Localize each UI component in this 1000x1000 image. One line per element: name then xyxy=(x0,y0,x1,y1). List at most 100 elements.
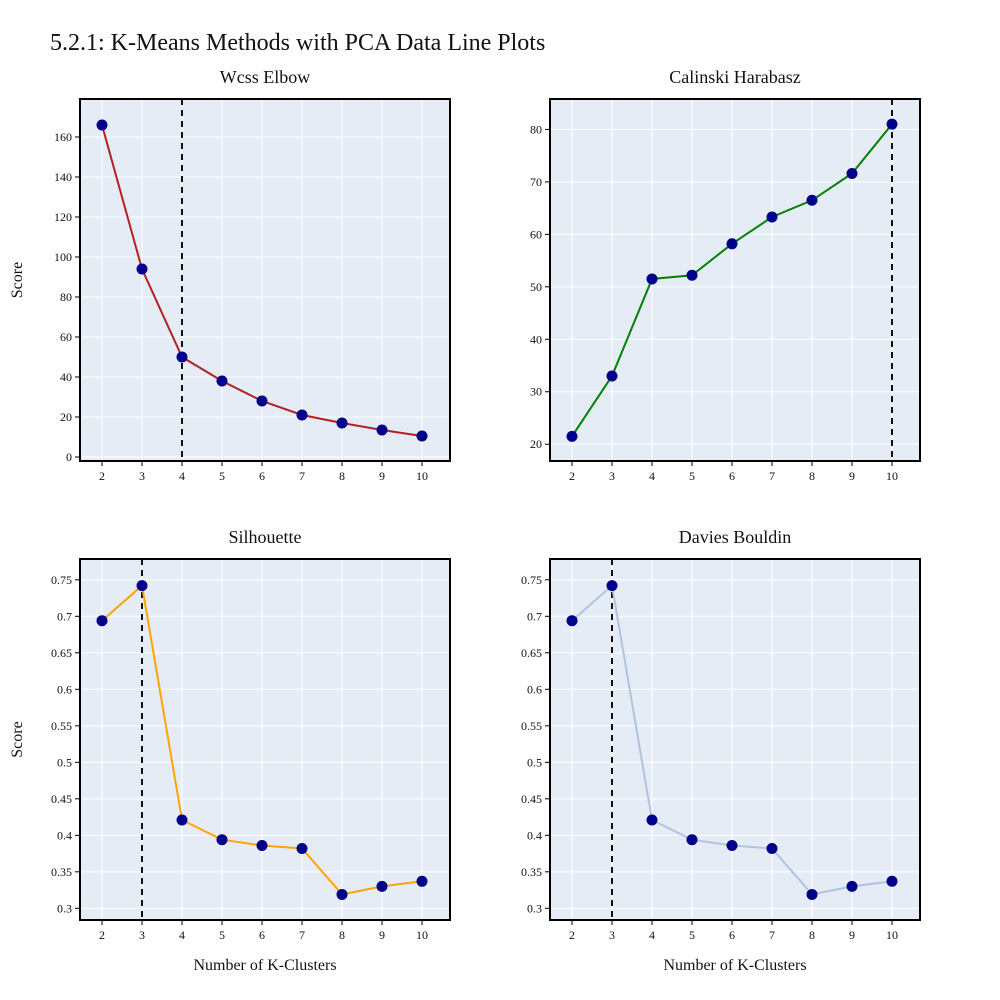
calinski-harabasz-frame xyxy=(549,98,921,462)
davies-bouldin-frame xyxy=(549,558,921,921)
calinski-harabasz-x-tick-label: 6 xyxy=(729,469,735,483)
davies-bouldin-data-point xyxy=(806,888,818,900)
silhouette-x-tick-label: 7 xyxy=(299,928,305,942)
davies-bouldin-data-point xyxy=(886,875,898,887)
davies-bouldin-x-tick-label: 10 xyxy=(886,928,898,942)
wcss-elbow-x-tick-label: 9 xyxy=(379,469,385,483)
davies-bouldin-data-point xyxy=(566,615,578,627)
wcss-elbow-x-tick-label: 5 xyxy=(219,469,225,483)
wcss-elbow-y-tick-label: 0 xyxy=(66,450,72,464)
davies-bouldin-data-point xyxy=(726,840,738,852)
silhouette-data-point xyxy=(96,615,108,627)
silhouette-y-axis-label: Score xyxy=(9,721,26,757)
davies-bouldin-data-point xyxy=(646,814,658,826)
silhouette-subplot: 0.3 0.35 0.4 0.45 0.5 0.55 0.6 0.65 0.7 0.75 2 3 4 5 6… xyxy=(9,527,451,974)
calinski-harabasz-x-tick-label: 9 xyxy=(849,469,855,483)
davies-bouldin-y-tick-label: 0.75 xyxy=(521,573,542,587)
wcss-elbow-subplot: 0 20 40 60 80 100 120 140 160 2 3 4 5 6 7 8 9 10 Wcss Elbo… xyxy=(9,67,451,483)
calinski-harabasz-y-tick-label: 50 xyxy=(530,280,542,294)
calinski-harabasz-x-tick-label: 5 xyxy=(689,469,695,483)
calinski-harabasz-y-tick-label: 60 xyxy=(530,227,542,241)
silhouette-x-tick-label: 6 xyxy=(259,928,265,942)
wcss-elbow-y-tick-label: 100 xyxy=(54,250,72,264)
silhouette-x-tick-label: 2 xyxy=(99,928,105,942)
silhouette-x-tick-label: 10 xyxy=(416,928,428,942)
silhouette-x-tick-label: 4 xyxy=(179,928,185,942)
wcss-elbow-data-point xyxy=(376,424,388,436)
wcss-elbow-y-tick-label: 140 xyxy=(54,170,72,184)
wcss-elbow-data-point xyxy=(136,263,148,275)
silhouette-data-point xyxy=(136,580,148,592)
wcss-elbow-x-tick-label: 3 xyxy=(139,469,145,483)
davies-bouldin-x-tick-label: 6 xyxy=(729,928,735,942)
davies-bouldin-y-tick-label: 0.45 xyxy=(521,792,542,806)
davies-bouldin-data-point xyxy=(686,834,698,846)
silhouette-x-tick-label: 5 xyxy=(219,928,225,942)
davies-bouldin-x-tick-label: 9 xyxy=(849,928,855,942)
davies-bouldin-data-point xyxy=(766,842,778,854)
wcss-elbow-title: Wcss Elbow xyxy=(220,67,310,87)
davies-bouldin-x-axis-label: Number of K-Clusters xyxy=(663,957,806,974)
wcss-elbow-data-point xyxy=(336,417,348,429)
silhouette-y-tick-label: 0.75 xyxy=(51,573,72,587)
wcss-elbow-x-tick-label: 2 xyxy=(99,469,105,483)
silhouette-x-tick-label: 3 xyxy=(139,928,145,942)
davies-bouldin-y-tick-label: 0.6 xyxy=(527,682,542,696)
calinski-harabasz-data-point xyxy=(766,211,778,223)
silhouette-y-tick-label: 0.4 xyxy=(57,828,72,842)
calinski-harabasz-x-tick-label: 7 xyxy=(769,469,775,483)
davies-bouldin-data-point xyxy=(846,880,858,892)
calinski-harabasz-plot-area xyxy=(550,99,920,461)
figure-title: 5.2.1: K-Means Methods with PCA Data Lin… xyxy=(50,30,546,56)
silhouette-frame xyxy=(79,558,451,921)
wcss-elbow-plot-area xyxy=(80,99,450,461)
calinski-harabasz-x-tick-label: 10 xyxy=(886,469,898,483)
silhouette-data-point xyxy=(416,875,428,887)
wcss-elbow-y-tick-label: 40 xyxy=(60,370,72,384)
davies-bouldin-y-tick-label: 0.55 xyxy=(521,719,542,733)
davies-bouldin-x-tick-label: 8 xyxy=(809,928,815,942)
wcss-elbow-x-tick-label: 10 xyxy=(416,469,428,483)
silhouette-title: Silhouette xyxy=(229,527,302,547)
silhouette-y-tick-label: 0.35 xyxy=(51,865,72,879)
calinski-harabasz-x-tick-label: 8 xyxy=(809,469,815,483)
silhouette-data-point xyxy=(256,840,268,852)
silhouette-data-point xyxy=(336,888,348,900)
calinski-harabasz-data-point xyxy=(726,238,738,250)
wcss-elbow-x-tick-label: 8 xyxy=(339,469,345,483)
davies-bouldin-x-tick-label: 2 xyxy=(569,928,575,942)
calinski-harabasz-y-tick-label: 40 xyxy=(530,332,542,346)
wcss-elbow-data-point xyxy=(216,375,228,387)
wcss-elbow-y-tick-label: 120 xyxy=(54,210,72,224)
calinski-harabasz-data-point xyxy=(566,430,578,442)
wcss-elbow-y-axis-label: Score xyxy=(9,262,26,298)
davies-bouldin-x-tick-label: 4 xyxy=(649,928,655,942)
davies-bouldin-y-tick-label: 0.5 xyxy=(527,755,542,769)
silhouette-data-point xyxy=(176,814,188,826)
davies-bouldin-subplot: 0.3 0.35 0.4 0.45 0.5 0.55 0.6 0.65 0.7 0.75 2 3 4 5 6… xyxy=(521,527,921,974)
wcss-elbow-y-tick-label: 80 xyxy=(60,290,72,304)
calinski-harabasz-data-point xyxy=(846,167,858,179)
calinski-harabasz-data-point xyxy=(886,118,898,130)
silhouette-y-tick-label: 0.55 xyxy=(51,719,72,733)
calinski-harabasz-x-tick-label: 2 xyxy=(569,469,575,483)
silhouette-x-tick-label: 8 xyxy=(339,928,345,942)
silhouette-y-tick-label: 0.3 xyxy=(57,901,72,915)
davies-bouldin-y-tick-label: 0.3 xyxy=(527,901,542,915)
calinski-harabasz-y-tick-label: 20 xyxy=(530,437,542,451)
silhouette-y-tick-label: 0.65 xyxy=(51,646,72,660)
calinski-harabasz-title: Calinski Harabasz xyxy=(669,67,800,87)
wcss-elbow-data-point xyxy=(176,351,188,363)
calinski-harabasz-data-point xyxy=(806,194,818,206)
wcss-elbow-data-point xyxy=(96,119,108,131)
calinski-harabasz-subplot: 20 30 40 50 60 70 80 2 3 4 5 6 7 8 9 10 Calinski Harabas… xyxy=(530,67,921,483)
calinski-harabasz-data-point xyxy=(646,273,658,285)
silhouette-data-point xyxy=(216,834,228,846)
silhouette-data-point xyxy=(296,842,308,854)
davies-bouldin-x-tick-label: 7 xyxy=(769,928,775,942)
calinski-harabasz-x-tick-label: 3 xyxy=(609,469,615,483)
wcss-elbow-x-tick-label: 6 xyxy=(259,469,265,483)
calinski-harabasz-data-point xyxy=(686,269,698,281)
calinski-harabasz-y-tick-label: 70 xyxy=(530,175,542,189)
silhouette-x-tick-label: 9 xyxy=(379,928,385,942)
